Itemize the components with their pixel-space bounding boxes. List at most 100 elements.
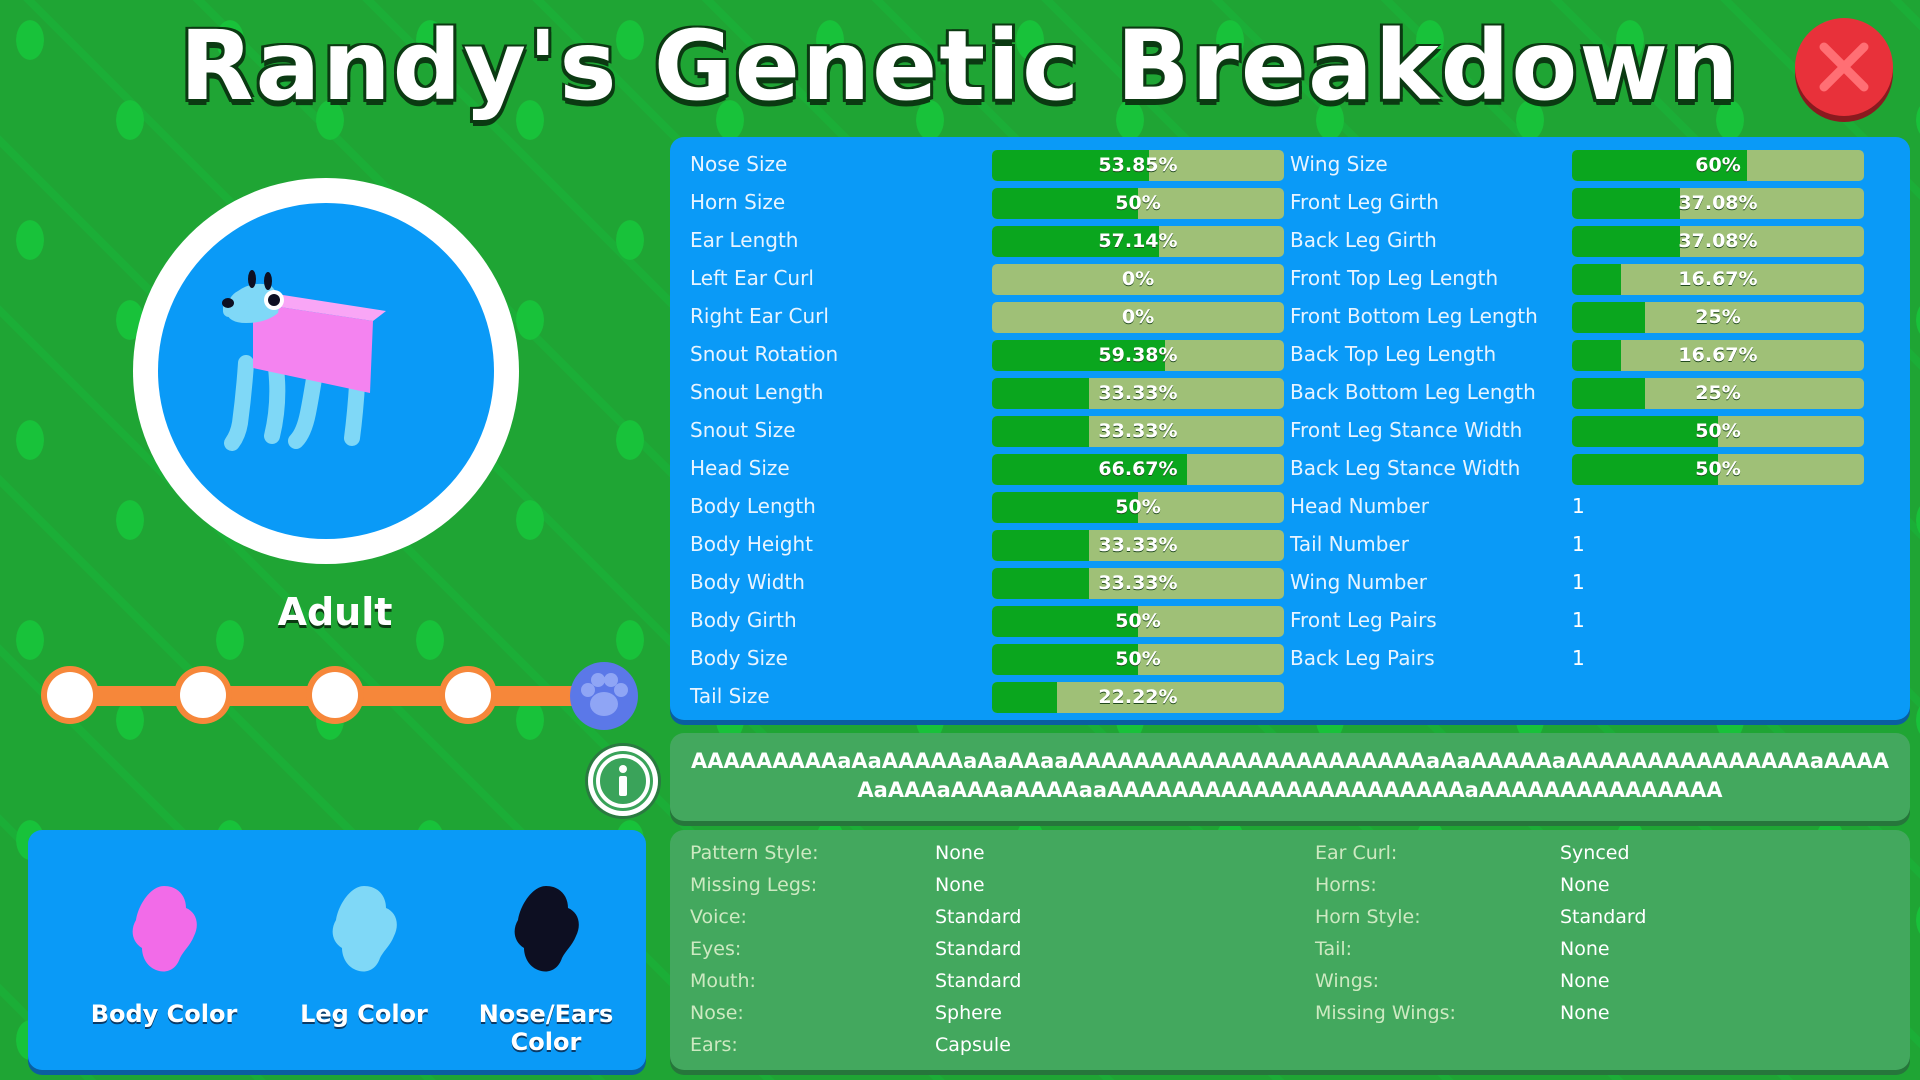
gene-bar-value: 25% — [1695, 306, 1741, 328]
gene-label: Horn Size — [690, 190, 786, 214]
life-stage-slider-handle[interactable] — [568, 660, 640, 732]
trait-value-ears: Capsule — [935, 1034, 1011, 1056]
count-label: Tail Number — [1290, 532, 1409, 556]
gene-bar: 50% — [1572, 416, 1864, 447]
trait-value-missing-legs: None — [935, 874, 985, 896]
gene-bar-fill — [992, 530, 1090, 561]
count-label: Wing Number — [1290, 570, 1427, 594]
info-icon — [596, 754, 650, 808]
gene-bar: 33.33% — [992, 416, 1284, 447]
gene-bar-fill — [992, 378, 1090, 409]
colors-panel: Body Color Leg Color Nose/Ears Color — [28, 830, 646, 1070]
gene-bar: 53.85% — [992, 150, 1284, 181]
trait-value-eyes: Standard — [935, 938, 1022, 960]
count-value: 1 — [1572, 646, 1585, 670]
trait-key-pattern-style: Pattern Style: — [690, 842, 819, 864]
close-button[interactable] — [1795, 18, 1893, 116]
life-stage-node-3[interactable] — [312, 672, 358, 718]
gene-label: Body Girth — [690, 608, 797, 632]
gene-bar: 50% — [992, 492, 1284, 523]
gene-label: Right Ear Curl — [690, 304, 829, 328]
gene-bar-value: 50% — [1115, 192, 1161, 214]
paw-icon — [570, 662, 638, 730]
info-button[interactable] — [588, 746, 658, 816]
nose-ears-color-swatch[interactable]: Nose/Ears Color — [446, 880, 646, 1056]
gene-bar-value: 59.38% — [1098, 344, 1178, 366]
gene-label: Body Width — [690, 570, 805, 594]
count-value: 1 — [1572, 494, 1585, 518]
count-label: Back Leg Pairs — [1290, 646, 1435, 670]
gene-bar: 37.08% — [1572, 188, 1864, 219]
gene-bar-fill — [992, 568, 1090, 599]
paw-icon — [332, 886, 397, 972]
trait-value-horns: None — [1560, 874, 1610, 896]
count-value: 1 — [1572, 608, 1585, 632]
gene-bar: 25% — [1572, 302, 1864, 333]
gene-bar: 33.33% — [992, 378, 1284, 409]
paw-icon — [132, 886, 197, 972]
trait-key-mouth: Mouth: — [690, 970, 756, 992]
gene-bar-value: 0% — [1121, 306, 1155, 328]
gene-label: Tail Size — [690, 684, 770, 708]
gene-bar-value: 50% — [1695, 458, 1741, 480]
gene-bar: 50% — [992, 644, 1284, 675]
gene-bar-fill — [1572, 340, 1621, 371]
gene-bar-value: 25% — [1695, 382, 1741, 404]
life-stage-node-2[interactable] — [180, 672, 226, 718]
gene-label: Ear Length — [690, 228, 799, 252]
leg-color-swatch[interactable]: Leg Color — [264, 880, 464, 1028]
gene-bar-fill — [1572, 188, 1681, 219]
gene-bar: 0% — [992, 264, 1284, 295]
gene-label: Body Height — [690, 532, 813, 556]
gene-label: Front Leg Stance Width — [1290, 418, 1523, 442]
dna-sequence-panel: AAAAAAAAAaAaAAAAAaAaAAaaAAAAAAAAAAAAAAAA… — [670, 733, 1910, 821]
gene-bar-value: 33.33% — [1098, 420, 1178, 442]
gene-label: Front Bottom Leg Length — [1290, 304, 1538, 328]
paw-icon — [514, 886, 579, 972]
gene-bar: 37.08% — [1572, 226, 1864, 257]
genes-panel: Nose Size 53.85% Horn Size 50% Ear Length 57.… — [670, 137, 1910, 720]
gene-bar: 33.33% — [992, 530, 1284, 561]
gene-bar-value: 16.67% — [1678, 268, 1758, 290]
leg-color-label: Leg Color — [300, 1000, 428, 1028]
gene-bar-value: 0% — [1121, 268, 1155, 290]
life-stage-node-1[interactable] — [47, 672, 93, 718]
trait-key-missing-wings: Missing Wings: — [1315, 1002, 1456, 1024]
gene-bar: 25% — [1572, 378, 1864, 409]
gene-label: Left Ear Curl — [690, 266, 814, 290]
gene-bar-fill — [992, 416, 1090, 447]
gene-bar-value: 50% — [1695, 420, 1741, 442]
gene-bar: 66.67% — [992, 454, 1284, 485]
gene-bar-fill — [992, 188, 1138, 219]
close-x-icon — [1819, 42, 1869, 92]
gene-bar-value: 16.67% — [1678, 344, 1758, 366]
gene-bar-fill — [1572, 226, 1681, 257]
gene-bar-value: 37.08% — [1678, 192, 1758, 214]
body-color-swatch[interactable]: Body Color — [64, 880, 264, 1028]
gene-bar: 59.38% — [992, 340, 1284, 371]
gene-bar-value: 50% — [1115, 610, 1161, 632]
trait-key-tail: Tail: — [1315, 938, 1353, 960]
gene-bar: 22.22% — [992, 682, 1284, 713]
creature-figure — [222, 270, 386, 451]
gene-bar: 50% — [992, 188, 1284, 219]
gene-bar-value: 57.14% — [1098, 230, 1178, 252]
gene-bar-fill — [1572, 150, 1748, 181]
gene-bar-value: 60% — [1695, 154, 1741, 176]
trait-key-ears: Ears: — [690, 1034, 738, 1056]
gene-bar-fill — [1572, 264, 1621, 295]
gene-bar-fill — [992, 340, 1166, 371]
gene-bar-fill — [1572, 416, 1718, 447]
creature-portrait — [158, 203, 494, 539]
gene-bar-fill — [992, 492, 1138, 523]
trait-key-horns: Horns: — [1315, 874, 1377, 896]
gene-bar-value: 22.22% — [1098, 686, 1178, 708]
gene-bar-value: 66.67% — [1098, 458, 1178, 480]
life-stage-node-4[interactable] — [445, 672, 491, 718]
count-label: Front Leg Pairs — [1290, 608, 1437, 632]
gene-bar-value: 37.08% — [1678, 230, 1758, 252]
creature-portrait-frame — [133, 178, 519, 564]
trait-value-mouth: Standard — [935, 970, 1022, 992]
gene-bar-fill — [992, 150, 1150, 181]
gene-bar-value: 50% — [1115, 648, 1161, 670]
